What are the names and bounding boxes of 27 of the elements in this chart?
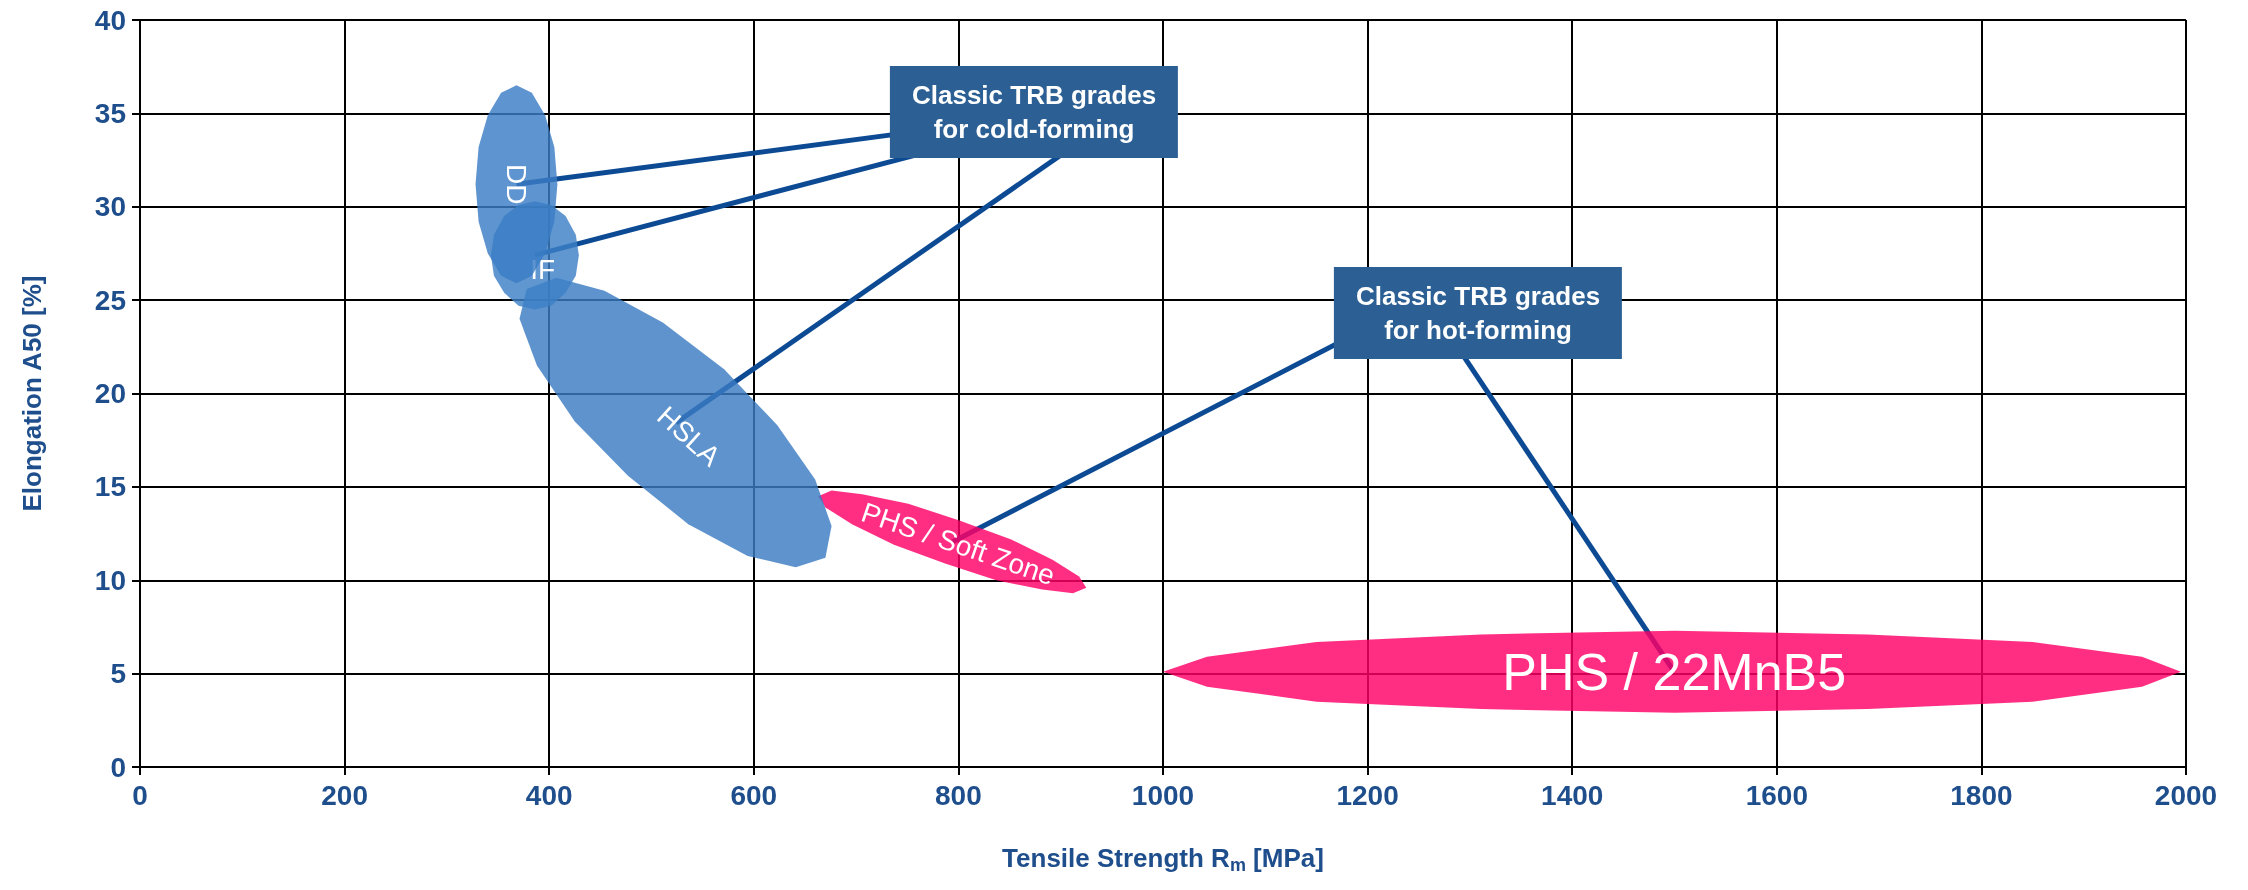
x-tick-label: 400 <box>525 779 573 811</box>
x-tick-label: 2000 <box>2154 779 2218 811</box>
annotation: Classic TRB grades for hot-forming <box>1333 266 1623 359</box>
y-tick-label: 5 <box>110 658 126 690</box>
x-tick-label: 1800 <box>1950 779 2013 811</box>
y-tick-label: 0 <box>110 751 126 783</box>
x-tick-label: 800 <box>935 779 982 811</box>
x-tick-label: 1600 <box>1745 779 1808 811</box>
y-tick-label: 15 <box>94 471 126 503</box>
y-axis-title: Elongation A50 [%] <box>17 275 47 512</box>
x-tick-label: 1200 <box>1336 779 1399 811</box>
series-label: IF <box>530 253 556 285</box>
y-tick-label: 40 <box>94 4 126 36</box>
y-tick-label: 30 <box>94 191 126 223</box>
y-tick-label: 20 <box>94 378 126 409</box>
series-label: PHS / 22MnB5 <box>1502 642 1847 701</box>
series-label: DD <box>500 164 532 205</box>
y-tick-label: 25 <box>94 284 126 316</box>
y-tick-label: 10 <box>94 564 126 596</box>
x-tick-label: 1000 <box>1131 779 1195 811</box>
y-tick-label: 35 <box>94 97 126 129</box>
x-tick-label: 600 <box>730 779 778 811</box>
x-tick-label: 0 <box>132 779 148 811</box>
series-label: PHS / Soft Zone <box>857 496 1059 592</box>
annotation: Classic TRB grades for cold-forming <box>889 65 1179 158</box>
x-tick-label: 200 <box>321 779 368 811</box>
x-tick-label: 1400 <box>1541 779 1604 811</box>
